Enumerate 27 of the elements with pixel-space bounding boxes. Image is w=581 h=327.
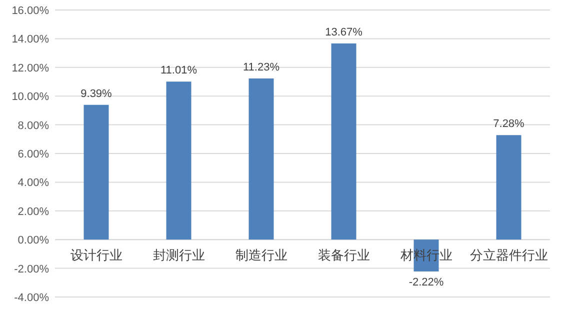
bar — [496, 135, 522, 240]
y-tick-label: 12.00% — [12, 62, 50, 74]
y-tick-label: -4.00% — [14, 292, 50, 304]
data-label: -2.22% — [408, 276, 444, 288]
y-tick-label: -2.00% — [14, 263, 50, 276]
y-tick-label: 10.00% — [12, 91, 50, 104]
y-tick-label: 14.00% — [12, 34, 50, 46]
y-tick-label: 4.00% — [18, 177, 50, 190]
x-tick-label: 装备行业 — [318, 248, 370, 263]
data-label: 13.67% — [325, 26, 363, 38]
data-label: 11.01% — [160, 64, 198, 77]
x-tick-label: 分立器件行业 — [470, 248, 548, 263]
data-label: 11.23% — [243, 61, 280, 74]
data-label: 9.39% — [80, 88, 112, 100]
bar — [166, 82, 192, 240]
y-tick-label: 8.00% — [18, 120, 50, 132]
x-tick-label: 制造行业 — [235, 248, 288, 263]
y-tick-label: 2.00% — [18, 206, 50, 218]
bar — [248, 78, 274, 240]
bar — [84, 104, 109, 240]
y-tick-label: 16.00% — [12, 5, 50, 17]
x-tick-label: 设计行业 — [70, 248, 122, 263]
bar — [331, 43, 356, 240]
y-tick-label: 0.00% — [18, 234, 50, 247]
y-tick-label: 6.00% — [18, 148, 50, 160]
data-label: 7.28% — [493, 118, 525, 130]
x-tick-label: 封测行业 — [152, 248, 205, 263]
